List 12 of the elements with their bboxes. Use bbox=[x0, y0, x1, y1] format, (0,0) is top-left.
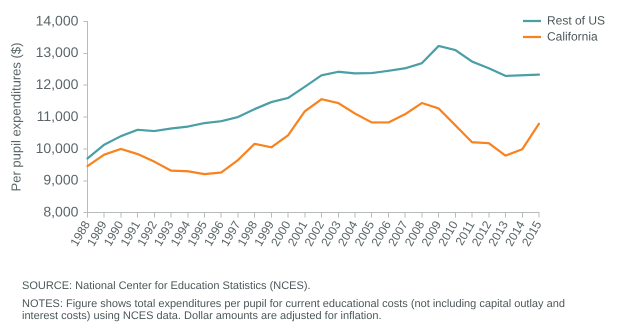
y-tick-label: 14,000 bbox=[36, 12, 79, 28]
y-tick-label: 11,000 bbox=[36, 108, 79, 124]
y-tick-label: 10,000 bbox=[36, 140, 79, 156]
text: NOTES: Figure shows total expenditures per pupil for current educational costs (not including capital outlay and interest costs) using NCES data. Dollar amounts are adjusted for inflation. bbox=[22, 298, 566, 322]
y-tick-label: 12,000 bbox=[36, 76, 79, 92]
y-axis-title: Per pupil expenditures ($) bbox=[8, 42, 24, 192]
y-tick-label: 8,000 bbox=[43, 204, 79, 220]
legend-label: California bbox=[546, 29, 598, 44]
y-tick-label: 13,000 bbox=[36, 44, 79, 60]
y-tick-label: 9,000 bbox=[43, 172, 79, 188]
legend-label: Rest of US bbox=[546, 13, 606, 28]
source-note: SOURCE: National Center for Education Statistics (NCES). bbox=[22, 280, 312, 292]
